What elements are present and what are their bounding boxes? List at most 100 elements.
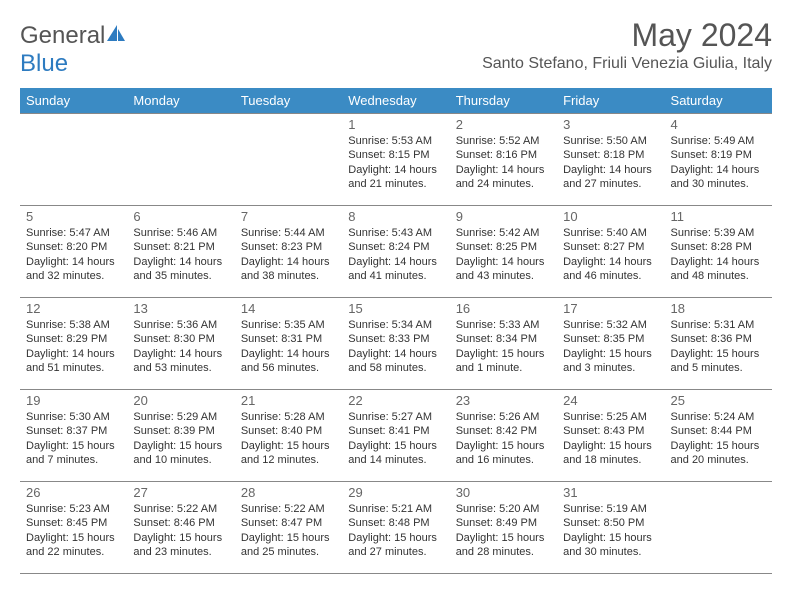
calendar-cell: 30Sunrise: 5:20 AMSunset: 8:49 PMDayligh… — [450, 482, 557, 574]
daylight-line: and 58 minutes. — [348, 361, 443, 375]
sunset-line: Sunset: 8:45 PM — [26, 516, 121, 530]
daylight-line: and 30 minutes. — [671, 177, 766, 191]
daylight-line: and 41 minutes. — [348, 269, 443, 283]
calendar-cell: 10Sunrise: 5:40 AMSunset: 8:27 PMDayligh… — [557, 206, 664, 298]
calendar-cell: 18Sunrise: 5:31 AMSunset: 8:36 PMDayligh… — [665, 298, 772, 390]
day-number: 21 — [241, 393, 336, 408]
sunrise-line: Sunrise: 5:22 AM — [241, 502, 336, 516]
calendar-cell: 19Sunrise: 5:30 AMSunset: 8:37 PMDayligh… — [20, 390, 127, 482]
sunset-line: Sunset: 8:15 PM — [348, 148, 443, 162]
sunset-line: Sunset: 8:25 PM — [456, 240, 551, 254]
sail-icon — [105, 22, 127, 50]
sunrise-line: Sunrise: 5:31 AM — [671, 318, 766, 332]
day-number: 19 — [26, 393, 121, 408]
sunset-line: Sunset: 8:36 PM — [671, 332, 766, 346]
sunrise-line: Sunrise: 5:33 AM — [456, 318, 551, 332]
day-header-row: Sunday Monday Tuesday Wednesday Thursday… — [20, 88, 772, 114]
sunset-line: Sunset: 8:33 PM — [348, 332, 443, 346]
daylight-line: and 35 minutes. — [133, 269, 228, 283]
daylight-line: Daylight: 15 hours — [563, 531, 658, 545]
calendar-cell: 7Sunrise: 5:44 AMSunset: 8:23 PMDaylight… — [235, 206, 342, 298]
daylight-line: Daylight: 14 hours — [348, 163, 443, 177]
sunset-line: Sunset: 8:50 PM — [563, 516, 658, 530]
daylight-line: and 3 minutes. — [563, 361, 658, 375]
dayhead-wed: Wednesday — [342, 88, 449, 114]
sunset-line: Sunset: 8:18 PM — [563, 148, 658, 162]
daylight-line: and 1 minute. — [456, 361, 551, 375]
daylight-line: Daylight: 15 hours — [348, 439, 443, 453]
calendar-cell: 17Sunrise: 5:32 AMSunset: 8:35 PMDayligh… — [557, 298, 664, 390]
day-number: 23 — [456, 393, 551, 408]
sunset-line: Sunset: 8:34 PM — [456, 332, 551, 346]
sunrise-line: Sunrise: 5:42 AM — [456, 226, 551, 240]
daylight-line: and 32 minutes. — [26, 269, 121, 283]
sunrise-line: Sunrise: 5:25 AM — [563, 410, 658, 424]
page-title: May 2024 — [482, 18, 772, 53]
day-number: 26 — [26, 485, 121, 500]
calendar-cell: 21Sunrise: 5:28 AMSunset: 8:40 PMDayligh… — [235, 390, 342, 482]
daylight-line: and 46 minutes. — [563, 269, 658, 283]
sunrise-line: Sunrise: 5:32 AM — [563, 318, 658, 332]
calendar-cell: 24 Sunrise: 5:25 AMSunset: 8:43 PMDayligh… — [557, 390, 664, 482]
sunrise-line: Sunrise: 5:43 AM — [348, 226, 443, 240]
daylight-line: and 18 minutes. — [563, 453, 658, 467]
calendar-row: 5Sunrise: 5:47 AMSunset: 8:20 PMDaylight… — [20, 206, 772, 298]
daylight-line: and 53 minutes. — [133, 361, 228, 375]
sunrise-line: Sunrise: 5:53 AM — [348, 134, 443, 148]
sunset-line: Sunset: 8:35 PM — [563, 332, 658, 346]
day-number: 30 — [456, 485, 551, 500]
daylight-line: Daylight: 15 hours — [456, 531, 551, 545]
dayhead-fri: Friday — [557, 88, 664, 114]
sunrise-line: Sunrise: 5:49 AM — [671, 134, 766, 148]
day-number: 29 — [348, 485, 443, 500]
daylight-line: and 48 minutes. — [671, 269, 766, 283]
title-block: May 2024 Santo Stefano, Friuli Venezia G… — [482, 18, 772, 73]
dayhead-thu: Thursday — [450, 88, 557, 114]
sunset-line: Sunset: 8:27 PM — [563, 240, 658, 254]
calendar-cell: 1Sunrise: 5:53 AMSunset: 8:15 PMDaylight… — [342, 114, 449, 206]
day-number: 15 — [348, 301, 443, 316]
day-number: 22 — [348, 393, 443, 408]
daylight-line: Daylight: 15 hours — [26, 531, 121, 545]
sunset-line: Sunset: 8:20 PM — [26, 240, 121, 254]
daylight-line: Daylight: 15 hours — [241, 531, 336, 545]
daylight-line: Daylight: 15 hours — [133, 531, 228, 545]
sunrise-line: Sunrise: 5:39 AM — [671, 226, 766, 240]
logo-text: GeneralBlue — [20, 22, 127, 78]
day-number: 18 — [671, 301, 766, 316]
location-label: Santo Stefano, Friuli Venezia Giulia, It… — [482, 55, 772, 73]
sunrise-line: Sunrise: 5:28 AM — [241, 410, 336, 424]
sunrise-line: Sunrise: 5:52 AM — [456, 134, 551, 148]
sunset-line: Sunset: 8:49 PM — [456, 516, 551, 530]
daylight-line: Daylight: 14 hours — [133, 255, 228, 269]
daylight-line: Daylight: 15 hours — [563, 347, 658, 361]
daylight-line: Daylight: 15 hours — [563, 439, 658, 453]
sunset-line: Sunset: 8:42 PM — [456, 424, 551, 438]
daylight-line: and 43 minutes. — [456, 269, 551, 283]
daylight-line: and 27 minutes. — [348, 545, 443, 559]
daylight-line: and 23 minutes. — [133, 545, 228, 559]
day-number: 6 — [133, 209, 228, 224]
logo: GeneralBlue — [20, 18, 127, 78]
sunset-line: Sunset: 8:43 PM — [563, 424, 658, 438]
daylight-line: Daylight: 14 hours — [671, 163, 766, 177]
daylight-line: Daylight: 14 hours — [456, 255, 551, 269]
calendar-cell — [20, 114, 127, 206]
daylight-line: and 51 minutes. — [26, 361, 121, 375]
calendar-cell: 3Sunrise: 5:50 AMSunset: 8:18 PMDaylight… — [557, 114, 664, 206]
daylight-line: and 7 minutes. — [26, 453, 121, 467]
day-number: 4 — [671, 117, 766, 132]
day-number: 11 — [671, 209, 766, 224]
calendar-cell: 22Sunrise: 5:27 AMSunset: 8:41 PMDayligh… — [342, 390, 449, 482]
sunset-line: Sunset: 8:44 PM — [671, 424, 766, 438]
day-number: 12 — [26, 301, 121, 316]
daylight-line: Daylight: 15 hours — [456, 347, 551, 361]
day-number: 28 — [241, 485, 336, 500]
calendar-cell: 5Sunrise: 5:47 AMSunset: 8:20 PMDaylight… — [20, 206, 127, 298]
sunrise-line: Sunrise: 5:35 AM — [241, 318, 336, 332]
day-number: 8 — [348, 209, 443, 224]
day-number: 24 — [563, 393, 658, 408]
calendar-cell: 13Sunrise: 5:36 AMSunset: 8:30 PMDayligh… — [127, 298, 234, 390]
daylight-line: and 25 minutes. — [241, 545, 336, 559]
daylight-line: and 38 minutes. — [241, 269, 336, 283]
